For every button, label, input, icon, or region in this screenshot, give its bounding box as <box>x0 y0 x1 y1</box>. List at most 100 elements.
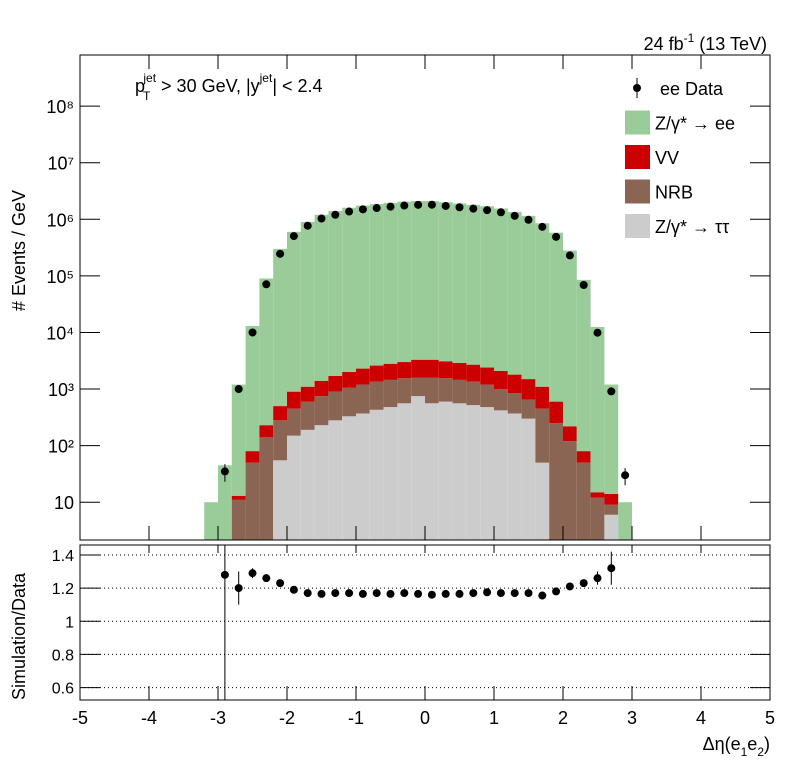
x-tick-label: 2 <box>558 708 568 728</box>
ratio-y-tick-label: 0.6 <box>52 681 74 698</box>
data-point <box>510 211 519 220</box>
legend-label: ee Data <box>660 79 724 99</box>
histogram-bar <box>466 204 481 365</box>
histogram-bar <box>535 462 550 540</box>
ratio-y-tick-label: 1.4 <box>52 548 74 565</box>
ratio-point <box>483 588 492 597</box>
ratio-point <box>510 589 519 598</box>
data-point <box>538 222 547 231</box>
ratio-axis-label: Simulation/Data <box>9 572 29 700</box>
histogram-bar <box>397 378 412 404</box>
main-pad <box>204 200 632 540</box>
x-tick-label: -5 <box>72 708 88 728</box>
data-point <box>565 251 574 260</box>
ratio-point <box>372 589 381 598</box>
data-point <box>400 201 409 210</box>
histogram-bar <box>273 406 287 421</box>
legend-label: VV <box>655 148 679 168</box>
histogram-bar <box>300 429 315 540</box>
histogram-bar <box>480 384 494 408</box>
histogram-bar <box>576 462 591 540</box>
histogram-bar <box>328 420 343 540</box>
histogram-bar <box>618 502 632 540</box>
histogram-bar <box>494 370 508 390</box>
histogram-bar <box>259 437 274 540</box>
histogram-bar <box>576 279 591 452</box>
ratio-point <box>262 574 271 583</box>
data-point <box>276 249 285 258</box>
legend-swatch <box>625 179 650 204</box>
histogram-bar <box>425 201 439 360</box>
histogram-bar <box>438 401 453 540</box>
data-point <box>248 328 257 337</box>
histogram-bar <box>604 493 619 505</box>
histogram-bar <box>300 401 315 430</box>
x-tick-label: 0 <box>420 708 430 728</box>
histogram-bar <box>535 223 550 387</box>
histogram-bar <box>549 401 563 424</box>
ratio-point <box>469 589 478 598</box>
histogram-bar <box>494 208 508 371</box>
ratio-point <box>276 579 285 588</box>
lumi-label: 24 fb-1 (13 TeV) <box>644 31 767 54</box>
data-point <box>524 215 533 224</box>
histogram-bar <box>521 379 536 400</box>
frame <box>79 544 771 701</box>
histogram-bar <box>411 201 425 360</box>
histogram-bar <box>563 426 577 442</box>
histogram-bar <box>590 326 605 493</box>
histogram-bar <box>521 399 536 419</box>
ratio-point <box>593 574 602 583</box>
histogram-bar <box>287 435 301 540</box>
x-tick-label: 3 <box>627 708 637 728</box>
x-tick-label: 4 <box>696 708 706 728</box>
histogram-bar <box>494 410 508 540</box>
histogram-bar <box>328 391 343 421</box>
histogram-bar <box>466 364 481 382</box>
data-point <box>607 387 616 396</box>
ratio-point <box>386 589 395 598</box>
ratio-point <box>607 564 616 573</box>
histogram-bar <box>231 384 246 496</box>
histogram-bar <box>342 372 356 388</box>
ratio-point <box>524 589 533 598</box>
ratio-point <box>317 589 326 598</box>
ratio-point <box>552 587 561 596</box>
ratio-y-tick-label: 1 <box>65 614 74 631</box>
x-tick-label: -2 <box>279 708 295 728</box>
histogram-bar <box>507 374 522 394</box>
histogram-bar <box>273 460 287 540</box>
histogram-bar <box>411 359 425 378</box>
ratio-point <box>400 589 409 598</box>
y-tick-label: 10³ <box>48 380 74 400</box>
data-point <box>220 467 229 476</box>
histogram-bar <box>466 405 481 540</box>
histogram-bar <box>397 403 412 540</box>
histogram-bar <box>494 389 508 411</box>
histogram-bar <box>480 367 494 385</box>
histogram-bar <box>231 495 246 500</box>
histogram-bar <box>273 248 287 407</box>
histogram-bar <box>245 326 260 452</box>
ratio-point <box>496 589 505 598</box>
histogram-bar <box>563 441 577 540</box>
data-point <box>234 385 243 394</box>
histogram-bar <box>369 365 384 382</box>
y-tick-label: 10⁵ <box>47 267 74 287</box>
histogram-bar <box>287 408 301 436</box>
data-point <box>621 471 630 480</box>
histogram-bar <box>328 376 343 392</box>
data-point <box>331 210 340 219</box>
histogram-bar <box>231 499 246 540</box>
histogram-bar <box>521 418 536 540</box>
histogram-bar <box>273 420 287 461</box>
histogram-bar <box>287 391 301 409</box>
histogram-bar <box>383 202 398 364</box>
data-point <box>455 203 464 212</box>
histogram-bar <box>452 403 467 540</box>
histogram-bar <box>218 465 232 540</box>
ratio-point <box>345 589 354 598</box>
data-point <box>345 207 354 216</box>
ratio-point <box>455 589 464 598</box>
ratio-point <box>565 582 574 591</box>
